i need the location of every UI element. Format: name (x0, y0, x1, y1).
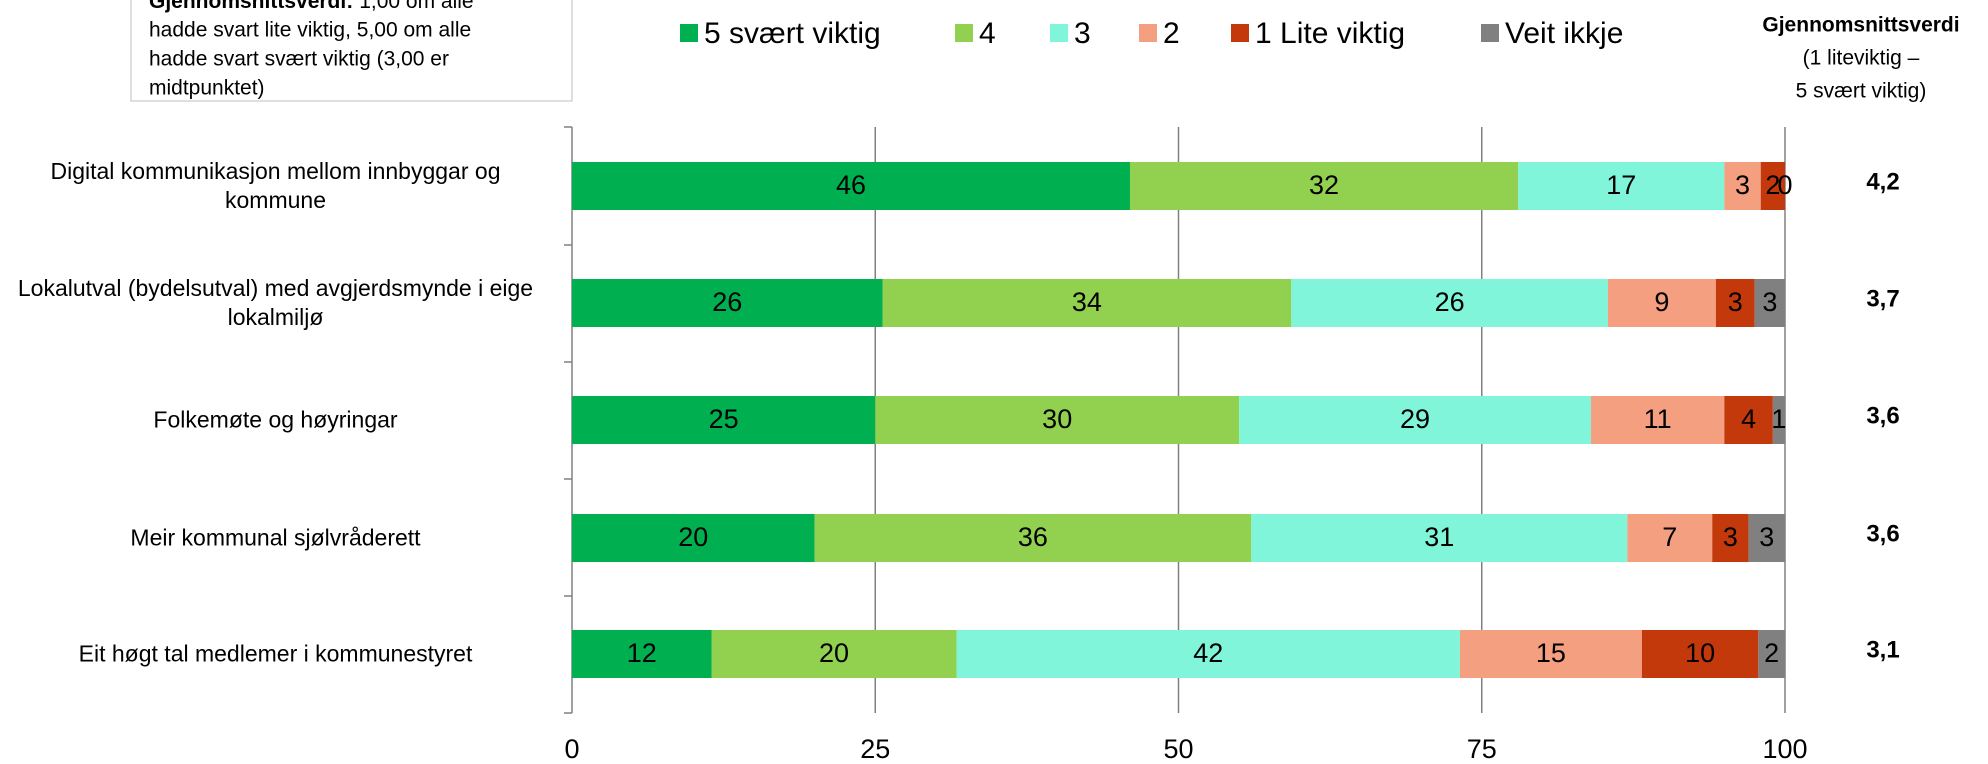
average-value: 3,1 (1866, 636, 1899, 663)
legend-label: Veit ikkje (1505, 17, 1623, 50)
data-label: 42 (1193, 638, 1223, 668)
note-text: Gjennomsnittsverdi: 1,00 om alle (149, 0, 474, 13)
category-label: Meir kommunal sjølvråderett (130, 524, 421, 551)
bar-segment (572, 630, 712, 678)
note-line: 1,00 om alle (359, 0, 473, 13)
data-label: 25 (709, 404, 739, 434)
legend-swatch (1231, 24, 1249, 42)
bar-segment (1724, 162, 1761, 210)
data-label: 3 (1762, 287, 1777, 317)
bar-segment (1641, 630, 1759, 678)
bar-segment (1129, 162, 1519, 210)
bar-segment (1627, 514, 1713, 562)
note-text: midtpunktet) (149, 77, 265, 100)
data-label: 0 (1777, 170, 1792, 200)
data-label: 15 (1536, 638, 1566, 668)
bar-segment (1754, 279, 1785, 327)
bar-segment (572, 279, 883, 327)
bar-segment (882, 279, 1292, 327)
bar-segment (1239, 396, 1591, 444)
bar-segment (1724, 396, 1773, 444)
legend-swatch (1139, 24, 1157, 42)
data-label: 4 (1741, 404, 1756, 434)
bar-segment (572, 514, 815, 562)
legend-swatch (1050, 24, 1068, 42)
bar-segment (711, 630, 957, 678)
data-label: 31 (1424, 522, 1454, 552)
category-label: Folkemøte og høyringar (153, 406, 398, 433)
data-label: 46 (836, 170, 866, 200)
legend-label: 4 (979, 17, 996, 50)
legend-swatch (955, 24, 973, 42)
data-label: 2 (1765, 170, 1780, 200)
x-tick-label: 25 (860, 734, 890, 764)
legend-label: 3 (1074, 17, 1091, 50)
x-tick-label: 100 (1762, 734, 1807, 764)
bar-segment (1518, 162, 1725, 210)
data-label: 3 (1735, 170, 1750, 200)
average-header: (1 liteviktig – (1803, 47, 1920, 70)
data-label: 26 (712, 287, 742, 317)
data-label: 32 (1309, 170, 1339, 200)
x-tick-label: 0 (564, 734, 579, 764)
bar-segment (1459, 630, 1642, 678)
x-tick-label: 75 (1467, 734, 1497, 764)
bar-segment (1758, 630, 1785, 678)
average-value: 3,6 (1866, 520, 1899, 547)
bar-segment (956, 630, 1460, 678)
data-label: 20 (819, 638, 849, 668)
data-label: 11 (1644, 404, 1672, 434)
note-text: hadde svart svært viktig (3,00 er (149, 48, 449, 71)
bar-segment (1772, 396, 1785, 444)
category-label: Eit høgt tal medlemer i kommunestyret (78, 640, 473, 667)
average-value: 3,6 (1866, 402, 1899, 429)
bar-segment (1590, 396, 1725, 444)
x-tick-label: 50 (1163, 734, 1193, 764)
bar-segment (1712, 514, 1749, 562)
data-label: 3 (1759, 522, 1774, 552)
data-label: 9 (1654, 287, 1669, 317)
bar-segment (1607, 279, 1716, 327)
bar-segment (1715, 279, 1755, 327)
bar-segment (1291, 279, 1608, 327)
average-value: 4,2 (1866, 168, 1899, 195)
data-label: 10 (1685, 638, 1715, 668)
bar-segment (875, 396, 1240, 444)
bar-segment (572, 396, 876, 444)
legend-swatch (680, 24, 698, 42)
data-label: 20 (678, 522, 708, 552)
data-label: 29 (1400, 404, 1430, 434)
category-label: Lokalutval (bydelsutval) med avgjerdsmyn… (17, 275, 534, 330)
legend-swatch (1481, 24, 1499, 42)
data-label: 12 (627, 638, 657, 668)
average-header: 5 svært viktig) (1796, 80, 1927, 103)
data-label: 3 (1728, 287, 1743, 317)
data-label: 2 (1764, 638, 1779, 668)
average-header: Gjennomsnittsverdi (1762, 14, 1959, 37)
bar-segment (1748, 514, 1785, 562)
note-box (130, 0, 573, 102)
legend-label: 1 Lite viktig (1255, 17, 1405, 50)
bar-segment (1760, 162, 1785, 210)
legend-label: 5 svært viktig (704, 17, 881, 50)
data-label: 3 (1723, 522, 1738, 552)
data-label: 17 (1606, 170, 1636, 200)
bar-segment (814, 514, 1252, 562)
bar-segment (1251, 514, 1628, 562)
average-value: 3,7 (1866, 285, 1899, 312)
legend-label: 2 (1163, 17, 1180, 50)
note-text: hadde svart lite viktig, 5,00 om alle (149, 19, 471, 42)
bar-segment (572, 162, 1130, 210)
category-label: Digital kommunikasjon mellom innbyggar o… (50, 158, 501, 213)
data-label: 30 (1042, 404, 1072, 434)
data-label: 1 (1771, 404, 1786, 434)
data-label: 7 (1662, 522, 1677, 552)
data-label: 26 (1435, 287, 1465, 317)
data-label: 34 (1072, 287, 1102, 317)
data-label: 36 (1018, 522, 1048, 552)
note-lead: Gjennomsnittsverdi: (149, 0, 353, 13)
